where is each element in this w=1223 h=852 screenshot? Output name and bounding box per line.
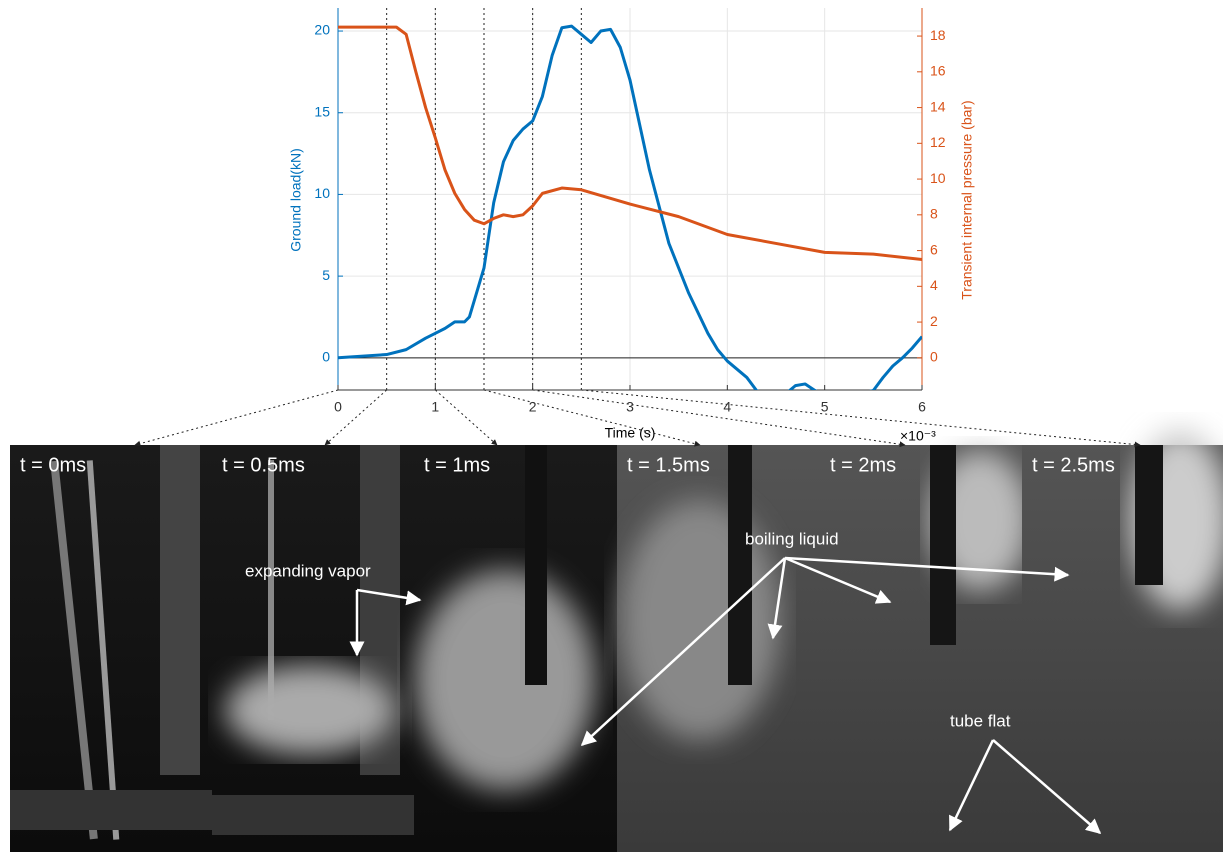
frame-label: t = 1ms <box>424 454 490 476</box>
frame-label: t = 1.5ms <box>627 454 710 476</box>
y2-tick-label: 0 <box>930 349 938 365</box>
photo-detail <box>415 570 595 790</box>
x-tick-label: 5 <box>821 399 829 415</box>
frame-label: t = 0.5ms <box>222 454 305 476</box>
arrow <box>992 739 1102 834</box>
photo-detail <box>50 460 98 840</box>
photo-detail <box>268 460 274 720</box>
x-tick-label: 0 <box>334 399 342 415</box>
x-tick-label: 4 <box>723 399 731 415</box>
connector <box>134 389 339 447</box>
connector <box>483 389 701 447</box>
annotation: tube flat <box>950 711 1011 730</box>
photo-detail <box>728 445 752 685</box>
frame-label: t = 2.5ms <box>1032 454 1115 476</box>
y2-tick-label: 10 <box>930 170 946 186</box>
photo-detail <box>225 665 395 755</box>
y2-tick-label: 6 <box>930 241 938 257</box>
series-line <box>338 24 922 390</box>
y2-tick-label: 14 <box>930 98 946 114</box>
photo-detail <box>10 790 212 830</box>
x-exponent: ×10⁻³ <box>900 428 936 444</box>
y2-tick-label: 12 <box>930 134 946 150</box>
arrow <box>580 557 786 747</box>
x-axis-label: Time (s) <box>605 425 656 441</box>
y2-tick-label: 16 <box>930 63 946 79</box>
y-tick-label: 20 <box>314 22 330 38</box>
photo-detail <box>86 460 120 840</box>
frame-label: t = 2ms <box>830 454 896 476</box>
y2-tick-label: 2 <box>930 313 938 329</box>
x-tick-label: 2 <box>529 399 537 415</box>
annotation: boiling liquid <box>745 529 839 548</box>
y2-tick-label: 8 <box>930 206 938 222</box>
photo-detail <box>930 445 956 645</box>
photo-detail <box>525 445 547 685</box>
y-tick-label: 0 <box>322 349 330 365</box>
connector <box>435 389 498 446</box>
photo-strip <box>10 430 1223 852</box>
y-tick-label: 5 <box>322 267 330 283</box>
arrow <box>784 556 892 604</box>
y-axis-label: Ground load(kN) <box>288 148 304 252</box>
x-tick-label: 6 <box>918 399 926 415</box>
y-tick-label: 15 <box>314 103 330 119</box>
arrow <box>356 588 422 606</box>
frame-label: t = 0ms <box>20 454 86 476</box>
annotation: expanding vapor <box>245 561 371 580</box>
connector <box>532 389 906 448</box>
y-tick-label: 10 <box>314 185 330 201</box>
y2-axis-label: Transient internal pressure (bar) <box>959 100 975 299</box>
y2-tick-label: 18 <box>930 27 946 43</box>
connector <box>581 389 1141 448</box>
y2-tick-label: 4 <box>930 277 938 293</box>
arrow <box>767 557 787 640</box>
arrow <box>784 556 1070 582</box>
series-line <box>338 25 922 262</box>
x-tick-label: 1 <box>431 399 439 415</box>
x-tick-label: 3 <box>626 399 634 415</box>
photo-detail <box>1135 445 1163 585</box>
connector <box>324 389 387 446</box>
arrow <box>948 739 995 832</box>
photo-detail <box>160 445 200 775</box>
photo-detail <box>212 795 414 835</box>
